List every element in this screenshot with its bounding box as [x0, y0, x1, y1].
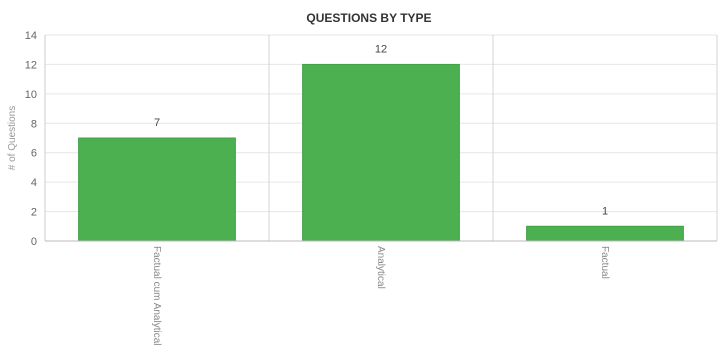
y-tick-label: 12 [25, 59, 37, 71]
chart-title: QUESTIONS BY TYPE [306, 11, 431, 25]
x-tick-label: Analytical [375, 246, 386, 289]
x-tick-label: Factual [599, 246, 610, 279]
y-tick-label: 0 [31, 236, 37, 248]
y-tick-label: 8 [31, 118, 37, 130]
y-axis-label: # of Questions [7, 106, 18, 170]
bar [78, 137, 236, 242]
data-labels: 7 12 1 [154, 43, 608, 217]
x-tick-label: Factual cum Analytical [151, 246, 162, 346]
data-label: 7 [154, 117, 160, 129]
x-axis-categories: Factual cum Analytical Analytical Factual [151, 246, 610, 346]
y-tick-label: 2 [31, 207, 37, 219]
y-tick-label: 6 [31, 148, 37, 160]
data-label: 12 [375, 43, 387, 55]
y-tick-label: 14 [25, 30, 37, 42]
y-axis-ticks: 0 2 4 6 8 10 12 14 [25, 30, 37, 248]
data-label: 1 [602, 205, 608, 217]
y-tick-label: 4 [31, 177, 37, 189]
bar [302, 63, 460, 242]
bar [526, 225, 684, 242]
bars [78, 63, 684, 242]
y-tick-label: 10 [25, 89, 37, 101]
